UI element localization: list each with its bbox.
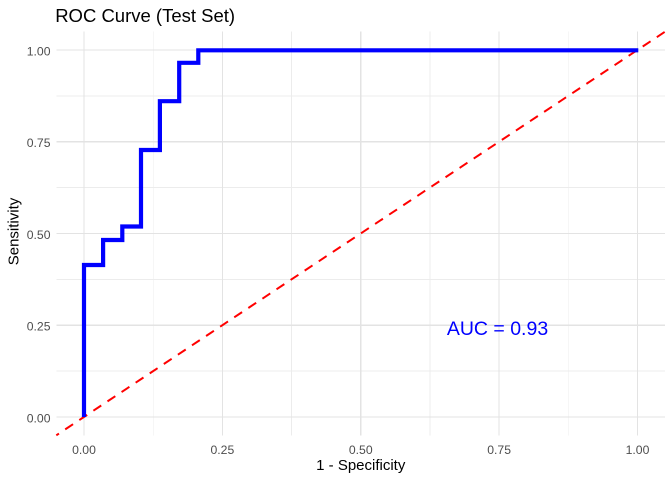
svg-text:0.00: 0.00 <box>72 443 96 457</box>
svg-text:1.00: 1.00 <box>27 44 51 58</box>
svg-text:0.75: 0.75 <box>487 443 511 457</box>
svg-text:0.75: 0.75 <box>27 136 51 150</box>
svg-text:Sensitivity: Sensitivity <box>5 197 22 265</box>
svg-text:1 - Specificity: 1 - Specificity <box>316 457 406 474</box>
svg-text:0.50: 0.50 <box>349 443 373 457</box>
svg-text:1.00: 1.00 <box>626 443 650 457</box>
svg-text:ROC Curve (Test Set): ROC Curve (Test Set) <box>55 5 235 26</box>
svg-text:0.00: 0.00 <box>27 411 51 425</box>
svg-text:AUC = 0.93: AUC = 0.93 <box>447 318 548 340</box>
svg-text:0.25: 0.25 <box>27 320 51 334</box>
svg-text:0.25: 0.25 <box>211 443 235 457</box>
svg-text:0.50: 0.50 <box>27 228 51 242</box>
